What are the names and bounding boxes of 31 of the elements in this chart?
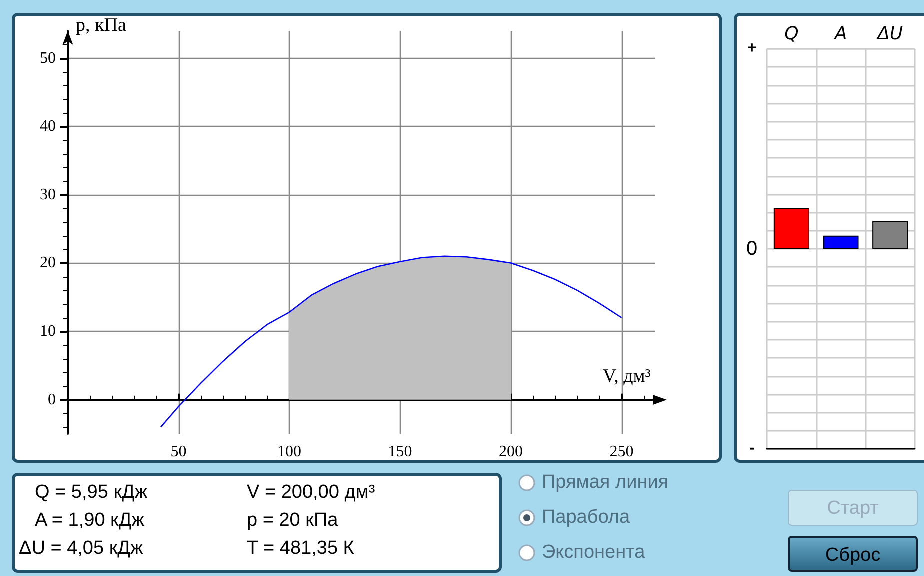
y-tick-label: 20 bbox=[40, 254, 56, 272]
y-tick-label: 40 bbox=[40, 118, 56, 136]
x-tick-label: 100 bbox=[278, 444, 302, 460]
x-tick-label: 50 bbox=[170, 444, 187, 460]
text: Q = 5,95 кДж bbox=[35, 482, 148, 504]
text: Парабола bbox=[542, 507, 630, 529]
y-tick-label: 30 bbox=[40, 186, 56, 204]
y-tick-label: 10 bbox=[40, 323, 56, 340]
text: Прямая линия bbox=[542, 472, 669, 494]
text: A = 1,90 кДж bbox=[35, 510, 144, 532]
x-tick-label: ΔU bbox=[876, 24, 904, 44]
text: - bbox=[748, 439, 756, 459]
text: p = 20 кПа bbox=[247, 510, 338, 532]
line-series bbox=[160, 256, 622, 428]
text: 0 bbox=[745, 238, 759, 260]
text: Старт bbox=[788, 490, 918, 526]
x-tick-label: 150 bbox=[388, 444, 412, 460]
text: V = 200,00 дм³ bbox=[247, 482, 376, 504]
text: Экспонента bbox=[542, 542, 646, 564]
text: Сброс bbox=[788, 536, 918, 572]
x-tick-label: 250 bbox=[610, 444, 634, 460]
y-tick-label: 50 bbox=[40, 50, 56, 67]
y-tick-label: 0 bbox=[48, 391, 56, 408]
x-tick-label: Q bbox=[784, 24, 799, 44]
x-axis-title: V, дм³ bbox=[602, 366, 651, 388]
text: + bbox=[746, 39, 758, 59]
y-axis-title: p, кПа bbox=[76, 15, 127, 36]
text: ΔU = 4,05 кДж bbox=[19, 538, 144, 560]
x-tick-label: A bbox=[834, 24, 848, 44]
text: T = 481,35 К bbox=[247, 538, 354, 560]
x-tick-label: 200 bbox=[499, 444, 524, 460]
